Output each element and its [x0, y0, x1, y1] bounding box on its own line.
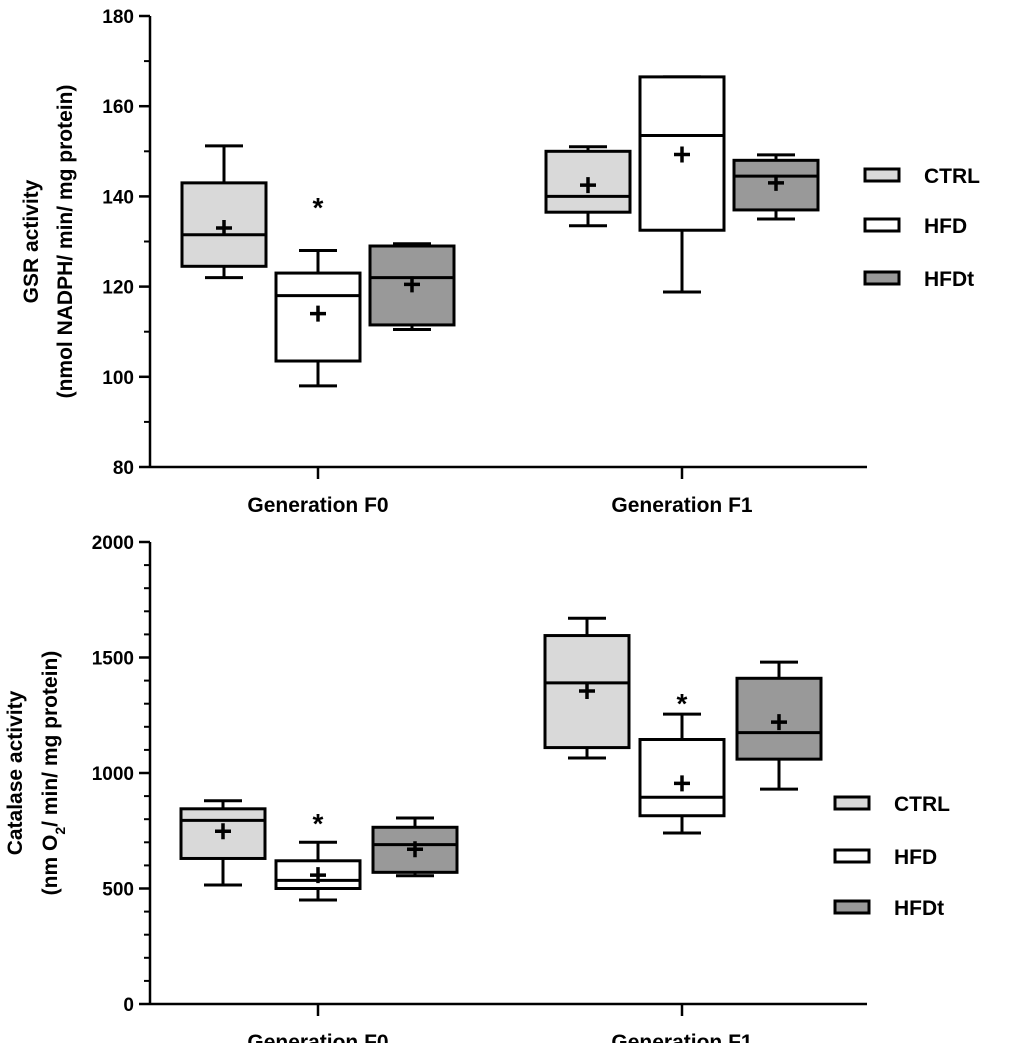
y-tick-label: 0 [123, 995, 134, 1016]
mean-marker [216, 219, 232, 236]
box-hfd [274, 249, 362, 388]
mean-marker [771, 714, 787, 731]
mean-marker [404, 276, 420, 293]
legend-swatch-hfd [863, 217, 901, 233]
y-tick-label: 2000 [92, 533, 134, 554]
iqr-box [371, 825, 459, 874]
legend-swatch-hfdt [863, 270, 901, 286]
box-ctrl [180, 144, 268, 280]
legend-swatch-hfd [833, 848, 871, 864]
mean-marker [310, 867, 326, 884]
y-tick-label: 180 [102, 7, 134, 28]
box-ctrl [544, 145, 632, 228]
chart-2: 0 500 1000 1500 2000 Generation F0 Generation … [4, 533, 950, 1043]
x-tick-label: Generation F0 [247, 1031, 388, 1043]
box-hfdt [732, 153, 820, 221]
y-tick-label: 1000 [92, 764, 134, 785]
legend: CTRL HFD HFDt [863, 165, 980, 291]
box-ctrl [179, 799, 267, 887]
y-axis-label-units: (nmol NADPH/ min/ mg protein) [54, 85, 77, 399]
box-hfdt [371, 816, 459, 878]
y-tick-label: 160 [102, 97, 134, 118]
y-tick-label: 1500 [92, 649, 134, 670]
iqr-box [274, 271, 362, 363]
y-axis-label: GSR activity [20, 179, 43, 303]
mean-marker [310, 305, 326, 322]
box-hfd [638, 712, 726, 835]
legend-label-ctrl: CTRL [924, 165, 980, 188]
y-tick-label: 80 [113, 458, 134, 479]
legend-label-hfd: HFD [924, 215, 967, 238]
mean-marker [674, 146, 690, 163]
y-tick-label: 100 [102, 368, 134, 389]
legend-label-hfdt: HFDt [924, 268, 974, 291]
mean-marker [407, 841, 423, 858]
significance-asterisk: * [313, 192, 324, 223]
y-axis-label-units: (nm O2/ min/ mg protein) [39, 651, 68, 896]
box-hfdt [735, 660, 823, 791]
y-tick-label: 500 [102, 880, 134, 901]
legend-label-hfdt: HFDt [894, 897, 944, 920]
significance-asterisk: * [677, 688, 688, 719]
x-tick-label: Generation F1 [611, 494, 753, 517]
x-tick-label: Generation F1 [611, 1031, 753, 1043]
legend-label-ctrl: CTRL [894, 793, 950, 816]
box-hfd [274, 840, 362, 902]
legend-swatch-hfdt [833, 899, 871, 915]
box-hfd [638, 75, 726, 294]
mean-marker [580, 177, 596, 194]
mean-marker [215, 823, 231, 840]
legend: CTRL HFD HFDt [833, 793, 950, 920]
y-axis-label: Catalase activity [4, 690, 27, 855]
mean-marker [768, 174, 784, 191]
legend-swatch-ctrl [863, 167, 901, 183]
box-hfdt [368, 242, 456, 331]
box-ctrl [543, 616, 631, 760]
mean-marker [674, 775, 690, 792]
y-tick-label: 140 [102, 187, 134, 208]
significance-asterisk: * [313, 808, 324, 839]
chart-1: 80 100 120 140 160 180 Generation F0 Generation… [20, 7, 980, 517]
mean-marker [579, 682, 595, 699]
legend-swatch-ctrl [833, 795, 871, 811]
x-tick-label: Generation F0 [247, 494, 388, 517]
y-tick-label: 120 [102, 278, 134, 299]
legend-label-hfd: HFD [894, 846, 937, 869]
